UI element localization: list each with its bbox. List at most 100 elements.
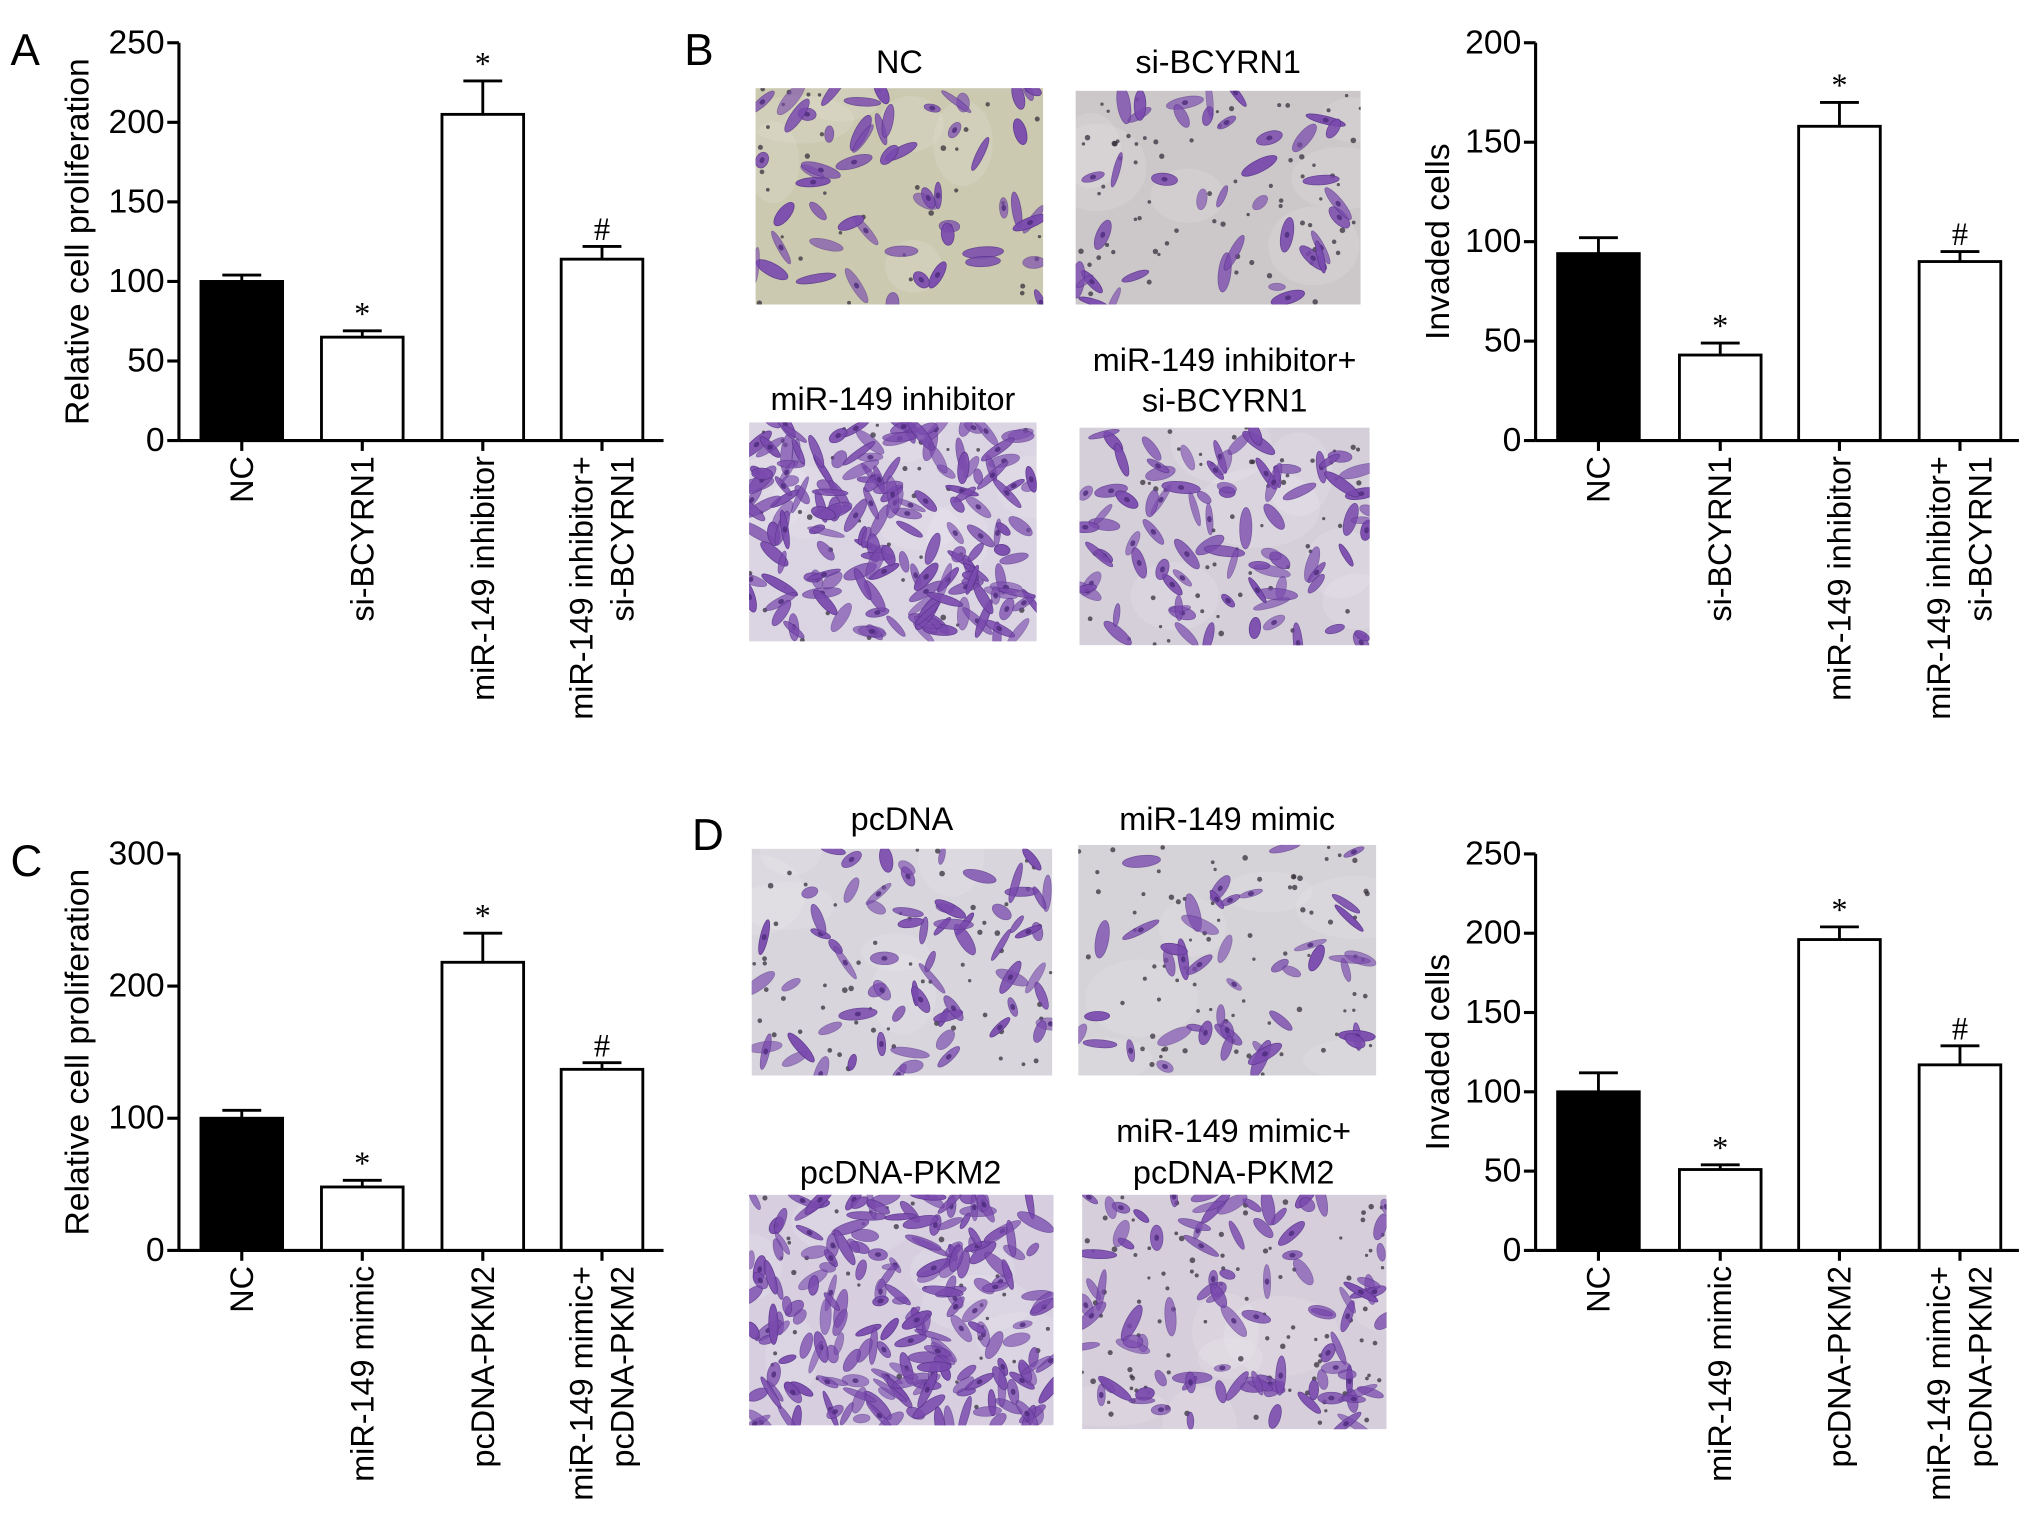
membrane-pore [1313, 1361, 1320, 1368]
cell-nucleus [874, 1252, 882, 1257]
stained-cell [996, 522, 1011, 536]
membrane-pore [1368, 1043, 1373, 1048]
cell-nucleus [1217, 885, 1223, 892]
membrane-pore [1081, 142, 1086, 146]
x-tick-label: si-BCYRN1 [344, 456, 380, 622]
stained-cell [1181, 914, 1219, 935]
membrane-pore [979, 1356, 983, 1360]
membrane-pore [1314, 1337, 1318, 1342]
x-tick-label: si-BCYRN1 [1963, 456, 1999, 622]
stained-cell [776, 88, 806, 116]
micrograph-caption: miR-149 inhibitor+ [1093, 342, 1357, 378]
stained-cell [1210, 1283, 1228, 1308]
stained-cell [921, 1314, 931, 1334]
panel-label-c: C [10, 837, 42, 886]
membrane-pore [1210, 860, 1215, 865]
stained-cell [784, 98, 810, 133]
membrane-pore [1337, 853, 1342, 858]
micrograph-background [751, 848, 1053, 1076]
cell-nucleus [876, 476, 882, 483]
stained-cell [885, 292, 900, 305]
membrane-pore [1174, 1231, 1179, 1236]
x-tick-label: miR-149 inhibitor+ [563, 456, 599, 720]
stained-cell [1239, 507, 1253, 550]
membrane-pore [1129, 1374, 1134, 1379]
membrane-pore [919, 555, 923, 559]
stained-cell [1154, 1369, 1167, 1387]
stained-cell [968, 1321, 987, 1335]
cell-nucleus [863, 227, 869, 234]
membrane-pore [902, 466, 908, 472]
x-tick-label: miR-149 mimic+ [1921, 1266, 1957, 1501]
membrane-pore [1108, 1411, 1114, 1417]
stained-cell [820, 848, 846, 856]
membrane-pore [1359, 1338, 1364, 1343]
membrane-pore [1153, 139, 1159, 145]
stained-cell [890, 1046, 930, 1059]
membrane-pore [960, 962, 965, 967]
y-tick-label: 150 [1465, 994, 1521, 1031]
stained-cell [1177, 1218, 1212, 1232]
stained-cell [1268, 282, 1286, 291]
stained-cell [751, 971, 775, 997]
stained-cell [1008, 862, 1023, 904]
cell-nucleus [850, 159, 858, 165]
membrane-pore [1156, 869, 1161, 874]
stained-cell [959, 1212, 971, 1230]
stained-cell [1190, 1194, 1223, 1203]
stained-cell [1253, 1217, 1274, 1239]
membrane-pore [1102, 1215, 1108, 1221]
stained-cell [1174, 622, 1199, 646]
y-tick-label: 50 [1484, 1153, 1521, 1190]
stained-cell [1331, 894, 1361, 914]
membrane-pore [1352, 1008, 1356, 1012]
stained-cell [1260, 1194, 1276, 1226]
membrane-pore [797, 509, 803, 515]
cell-nucleus [970, 425, 977, 431]
membrane-pore [1307, 953, 1311, 958]
stained-cell [1120, 1304, 1143, 1342]
membrane-pore [1233, 1049, 1239, 1054]
membrane-pore [780, 235, 784, 239]
stained-cell [749, 1194, 761, 1211]
x-tick-label: pcDNA-PKM2 [605, 1266, 641, 1467]
stained-cell [880, 144, 899, 165]
membrane-pore [1142, 976, 1147, 981]
cell-nucleus [1266, 135, 1273, 141]
stained-cell [1228, 1220, 1245, 1250]
background-blotch [755, 121, 800, 204]
membrane-pore [1278, 198, 1284, 203]
cell-nucleus [1098, 1391, 1104, 1399]
stained-cell [1308, 1305, 1337, 1320]
stained-cell [926, 592, 964, 607]
cell-nucleus [853, 282, 860, 289]
micrograph-image [1078, 844, 1377, 1076]
membrane-pore [1244, 427, 1249, 430]
stained-cell [1270, 958, 1289, 973]
stained-cell [1374, 1311, 1387, 1330]
stained-cell [935, 1029, 955, 1050]
micrograph-caption: si-BCYRN1 [1142, 382, 1308, 418]
membrane-pore [1317, 1359, 1323, 1364]
membrane-pore [1134, 142, 1139, 146]
membrane-pore [803, 882, 808, 887]
membrane-pore [1286, 1335, 1291, 1339]
bar [1917, 260, 2003, 442]
cell-nucleus [751, 1421, 758, 1426]
membrane-pore [1087, 262, 1092, 268]
y-tick-label: 50 [127, 342, 164, 379]
stained-cell [1334, 904, 1364, 932]
stained-cell [787, 1032, 815, 1063]
background-blotch [1224, 871, 1313, 913]
cell-nucleus [918, 277, 925, 283]
x-tick-label: NC [224, 1266, 260, 1313]
membrane-pore [823, 983, 827, 988]
membrane-pore [935, 848, 941, 854]
cell-nucleus [1335, 200, 1341, 207]
membrane-pore [1195, 593, 1201, 599]
cell-nucleus [1345, 1313, 1351, 1320]
stained-cell [1241, 155, 1278, 177]
membrane-pore [1352, 992, 1357, 997]
membrane-pore [1280, 1343, 1286, 1349]
membrane-pore [1358, 106, 1361, 111]
